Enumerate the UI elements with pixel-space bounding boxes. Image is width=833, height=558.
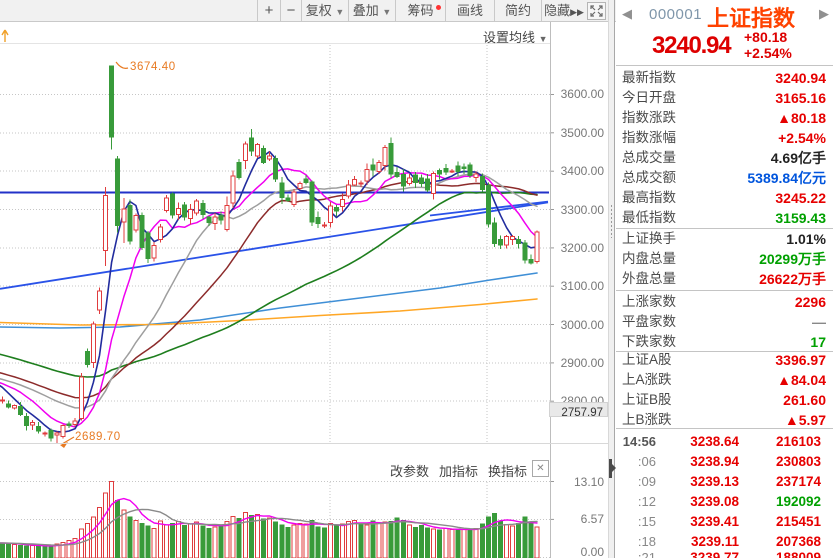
svg-text:3674.40: 3674.40 [130,61,176,73]
svg-text:2689.70: 2689.70 [75,431,121,443]
